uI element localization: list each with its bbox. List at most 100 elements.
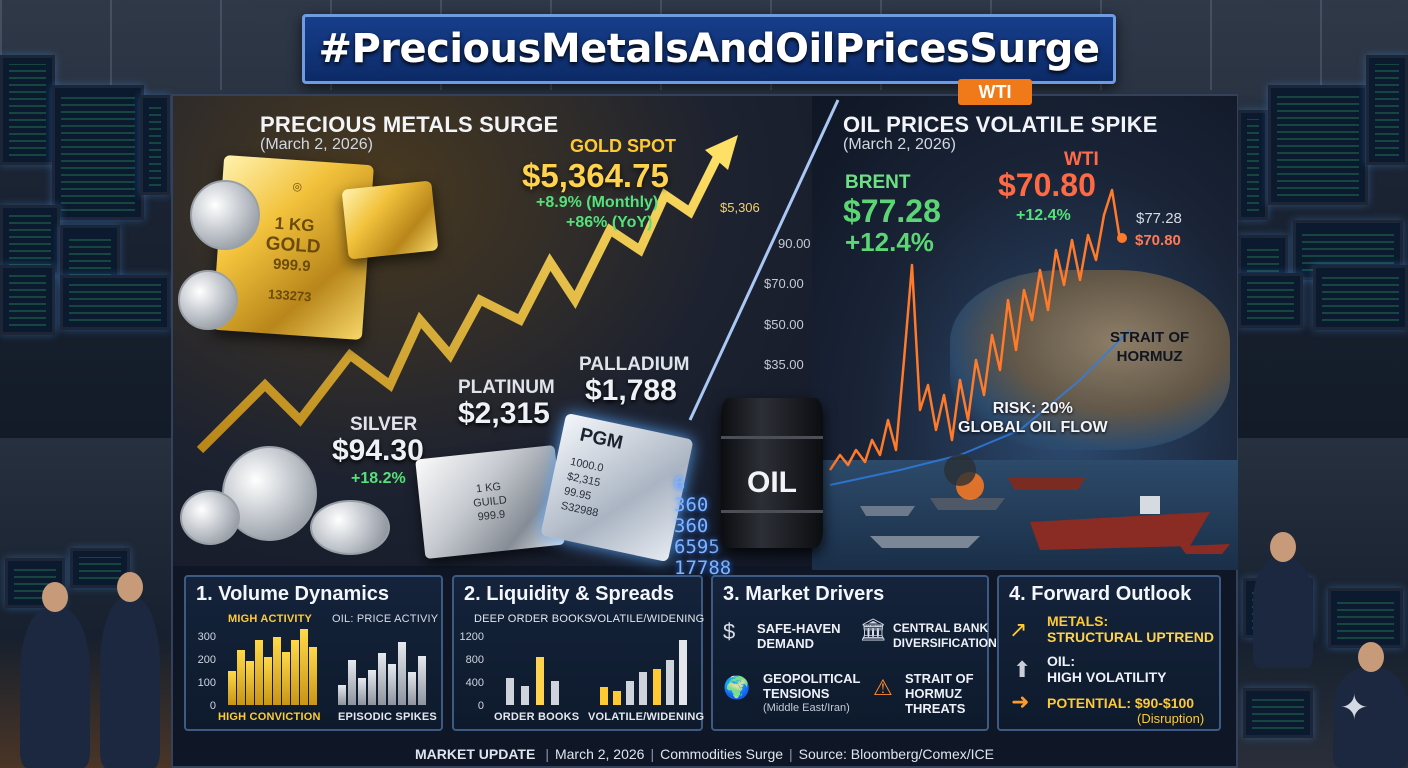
outlook-metals-value: STRUCTURAL UPTREND bbox=[1047, 629, 1214, 645]
liquidity-right-bar bbox=[678, 640, 687, 705]
oil-axis-tick: $35.00 bbox=[764, 357, 804, 372]
silver-coin bbox=[180, 490, 240, 545]
left-wall-monitors bbox=[0, 55, 170, 345]
tanker-icon bbox=[1180, 544, 1230, 554]
strait-label: STRAIT OF HORMUZ bbox=[1110, 328, 1189, 366]
volume-gold-bar bbox=[300, 629, 308, 705]
pgm-bar-label: PGM bbox=[577, 424, 625, 454]
matrix-digit-row: 17788 bbox=[674, 557, 732, 579]
volume-gold-bar bbox=[246, 661, 254, 705]
volume-gold-bar bbox=[264, 657, 272, 705]
hashtag-text: #PreciousMetalsAndOilPricesSurge bbox=[318, 26, 1100, 72]
liquidity-axis-label: 800 bbox=[465, 654, 484, 666]
driver-line: THREATS bbox=[905, 701, 966, 716]
volume-oil-bars bbox=[338, 637, 428, 705]
warning-icon: ⚠ bbox=[873, 675, 893, 700]
volume-oil-bar bbox=[358, 678, 366, 705]
driver-central-bank: CENTRAL BANK DIVERSIFICATION bbox=[893, 621, 997, 651]
liquidity-right-bar bbox=[626, 681, 635, 705]
trader-figure bbox=[1253, 532, 1313, 668]
gold-chart-tag: $5,306 bbox=[720, 200, 760, 215]
tanker-bridge-icon bbox=[1140, 496, 1160, 514]
driver-line: TENSIONS bbox=[763, 686, 830, 701]
driver-line: HORMUZ bbox=[905, 686, 963, 701]
ships-scene bbox=[860, 454, 1230, 554]
card-title: 1. Volume Dynamics bbox=[196, 583, 390, 605]
liquidity-left-bar bbox=[506, 678, 514, 705]
footer-separator: | bbox=[650, 746, 655, 762]
oil-title: OIL PRICES VOLATILE SPIKE bbox=[843, 112, 1158, 137]
barrel-ring bbox=[721, 436, 823, 439]
trader-figure bbox=[20, 582, 90, 768]
liquidity-left-bars bbox=[506, 637, 566, 705]
card-title: 4. Forward Outlook bbox=[1009, 583, 1192, 605]
right-trading-desks bbox=[1233, 438, 1408, 768]
outlook-oil: OIL: HIGH VOLATILITY bbox=[1047, 653, 1167, 685]
outlook-oil-value: HIGH VOLATILITY bbox=[1047, 669, 1167, 685]
outlook-potential: POTENTIAL: $90-$100 bbox=[1047, 695, 1195, 711]
palladium-label: PALLADIUM bbox=[579, 354, 690, 375]
oil-date: (March 2, 2026) bbox=[843, 136, 956, 153]
strait-label-line: STRAIT OF bbox=[1110, 329, 1190, 346]
brent-change: +12.4% bbox=[845, 227, 934, 257]
barrel-label: OIL bbox=[747, 466, 797, 499]
volume-axis-label: 100 bbox=[197, 677, 216, 689]
oil-price-line bbox=[828, 188, 1122, 471]
matrix-digit-row: 360 bbox=[674, 515, 709, 537]
risk-line: RISK: 20% bbox=[992, 400, 1073, 417]
gold-bar-small bbox=[341, 180, 439, 260]
silver-coin bbox=[178, 270, 238, 330]
warship-icon bbox=[860, 506, 915, 516]
footer-lead: MARKET UPDATE bbox=[415, 746, 536, 762]
driver-geopolitical: GEOPOLITICAL TENSIONS (Middle East/Iran) bbox=[763, 671, 861, 716]
volume-axis-label: 200 bbox=[197, 654, 216, 666]
card-liquidity-spreads: 2. Liquidity & Spreads DEEP ORDER BOOKS … bbox=[452, 575, 704, 731]
barrel-ring bbox=[721, 510, 823, 513]
driver-strait-threats: STRAIT OF HORMUZ THREATS bbox=[905, 671, 974, 716]
volume-oil-bar bbox=[418, 656, 426, 705]
volume-left-footer: HIGH CONVICTION bbox=[218, 711, 321, 723]
gold-arrow-head bbox=[705, 135, 738, 170]
oil-axis-tick: 90.00 bbox=[778, 236, 811, 251]
wti-badge: WTI bbox=[958, 79, 1032, 105]
outlook-oil-label: OIL: bbox=[1047, 653, 1075, 669]
liquidity-right-bar bbox=[639, 672, 648, 705]
volume-gold-bar bbox=[237, 650, 245, 705]
liquidity-right-bar bbox=[600, 687, 608, 705]
liquidity-right-bars bbox=[600, 633, 692, 705]
oil-axis-tick: $70.00 bbox=[764, 276, 804, 291]
driver-line: CENTRAL BANK bbox=[893, 621, 989, 635]
gold-spot-price: $5,364.75 bbox=[522, 157, 669, 194]
risk-line: GLOBAL OIL FLOW bbox=[958, 419, 1108, 436]
volume-oil-bar bbox=[378, 653, 386, 705]
left-trading-desks bbox=[0, 438, 175, 768]
risk-callout: RISK: 20% GLOBAL OIL FLOW bbox=[958, 399, 1108, 437]
volume-gold-bar bbox=[282, 652, 290, 705]
outlook-metals: METALS: STRUCTURAL UPTREND bbox=[1047, 613, 1214, 645]
burning-tanker-icon bbox=[930, 498, 1005, 510]
trader-figure bbox=[1333, 642, 1408, 768]
volume-left-caption: MIGH ACTIVITY bbox=[228, 613, 313, 625]
volume-right-footer: EPISODIC SPIKES bbox=[338, 711, 437, 723]
volume-gold-bar bbox=[255, 640, 263, 705]
liquidity-left-footer: ORDER BOOKS bbox=[494, 711, 580, 723]
wti-price: $70.80 bbox=[998, 167, 1096, 203]
volume-oil-bar bbox=[338, 685, 346, 705]
footer-source: Source: Bloomberg/Comex/ICE bbox=[798, 746, 994, 762]
wall-monitor bbox=[60, 275, 170, 330]
volume-gold-bar bbox=[228, 671, 236, 705]
driver-line: SAFE-HAVEN bbox=[757, 621, 841, 636]
volume-oil-bar bbox=[388, 664, 396, 705]
strait-label-line: HORMUZ bbox=[1116, 348, 1183, 365]
silver-coin bbox=[190, 180, 260, 250]
volume-oil-bar bbox=[398, 642, 406, 705]
oil-endpoint-dot bbox=[1117, 233, 1127, 243]
metals-date: (March 2, 2026) bbox=[260, 136, 373, 153]
panel-divider-line bbox=[688, 99, 840, 421]
matrix-digit-row: 360 bbox=[674, 494, 709, 516]
hashtag-banner: #PreciousMetalsAndOilPricesSurge bbox=[302, 14, 1116, 84]
sparkle-icon: ✦ bbox=[1340, 689, 1369, 727]
wall-monitor bbox=[1366, 55, 1408, 165]
card-title: 2. Liquidity & Spreads bbox=[464, 583, 675, 605]
